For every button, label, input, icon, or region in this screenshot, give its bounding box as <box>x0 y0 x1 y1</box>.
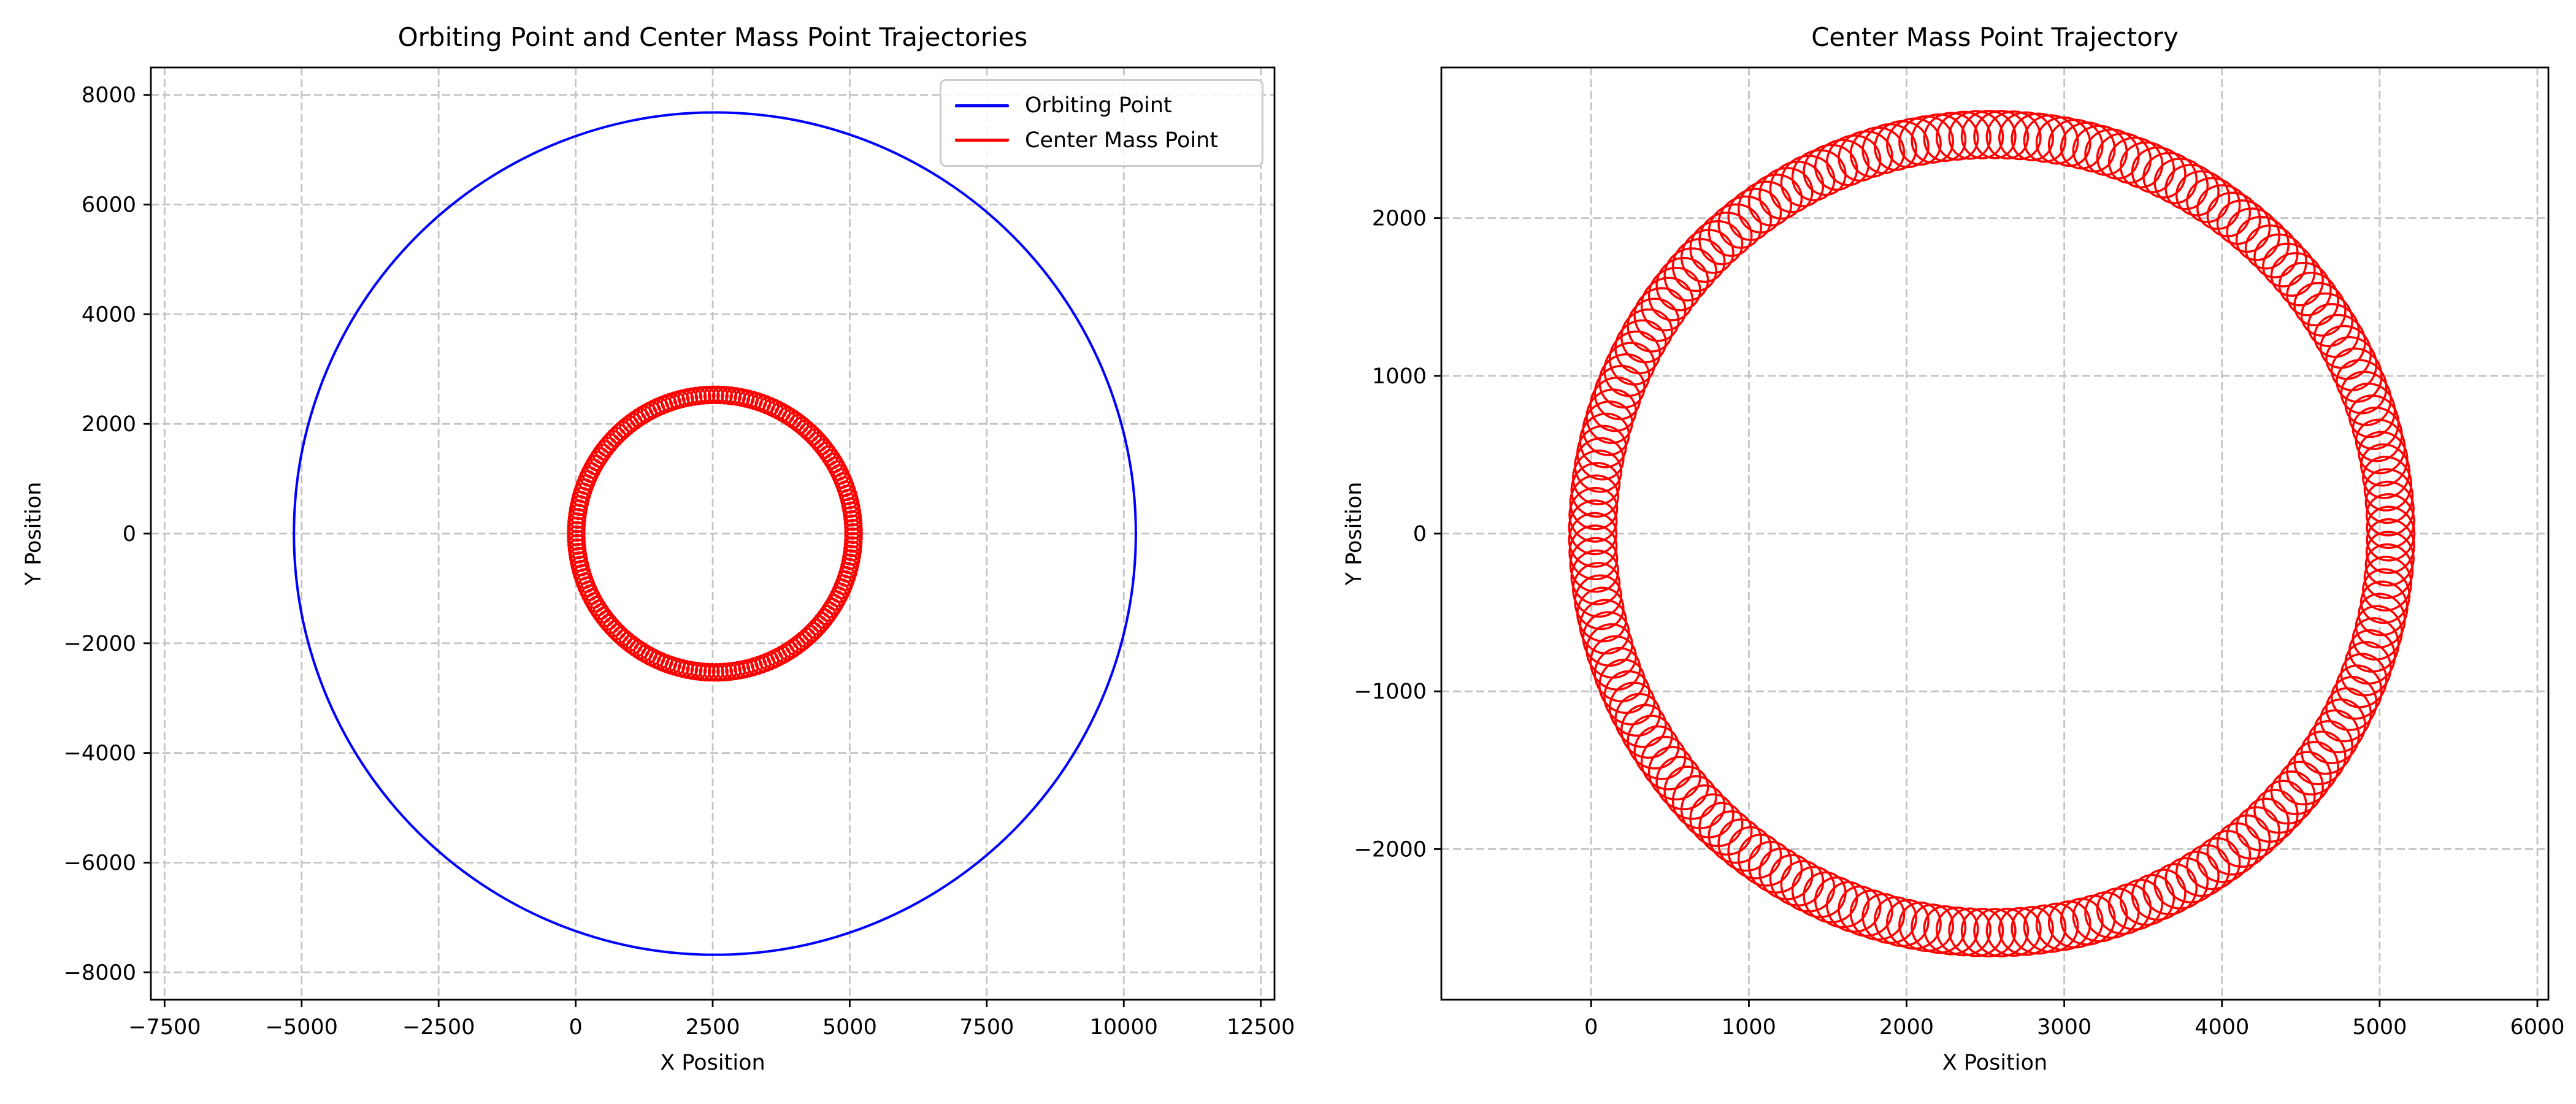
y-tick-label: −1000 <box>1354 680 1427 704</box>
legend-label: Orbiting Point <box>1025 93 1172 118</box>
left-x-axis-label: X Position <box>660 1051 765 1075</box>
x-tick-label: 12500 <box>1227 1015 1295 1040</box>
y-tick-label: 2000 <box>1372 207 1427 231</box>
y-tick-label: 1000 <box>1372 364 1427 389</box>
x-tick-label: 0 <box>569 1015 582 1040</box>
legend-line-sample-blue <box>955 104 1009 107</box>
y-tick-label: 8000 <box>82 83 136 108</box>
x-tick-label: 7500 <box>959 1015 1014 1040</box>
y-tick-label: 4000 <box>82 302 136 327</box>
y-tick-label: −2000 <box>64 632 136 656</box>
x-tick-label: −5000 <box>266 1015 338 1040</box>
x-tick-label: 10000 <box>1090 1015 1158 1040</box>
y-tick-label: 0 <box>123 522 136 546</box>
x-tick-label: 2500 <box>685 1015 740 1040</box>
right-y-axis-label: Y Position <box>1342 481 1367 586</box>
left-plot-title: Orbiting Point and Center Mass Point Tra… <box>397 22 1028 52</box>
x-tick-label: 6000 <box>2510 1015 2564 1040</box>
x-tick-label: −7500 <box>128 1015 201 1040</box>
right-x-axis-label: X Position <box>1942 1051 2048 1075</box>
x-tick-label: 0 <box>1584 1015 1598 1040</box>
center-mass-point-trajectory <box>1568 109 2416 958</box>
legend-label: Center Mass Point <box>1025 128 1219 153</box>
x-tick-label: 2000 <box>1879 1015 1934 1040</box>
legend-item-orbiting-point: Orbiting Point <box>955 93 1248 118</box>
legend-item-center-mass-point: Center Mass Point <box>955 128 1248 153</box>
y-tick-label: 0 <box>1413 522 1427 546</box>
x-tick-label: −2500 <box>402 1015 475 1040</box>
center-mass-point-trajectory <box>567 385 863 682</box>
right-plot-title: Center Mass Point Trajectory <box>1811 22 2179 52</box>
y-tick-label: −4000 <box>64 742 136 766</box>
y-tick-label: 2000 <box>82 412 136 437</box>
x-tick-label: 5000 <box>822 1015 877 1040</box>
legend-line-sample-red <box>955 139 1009 142</box>
x-tick-label: 1000 <box>1722 1015 1776 1040</box>
x-tick-label: 4000 <box>2195 1015 2249 1040</box>
y-tick-label: −2000 <box>1354 837 1427 862</box>
y-tick-label: −8000 <box>64 960 136 985</box>
legend: Orbiting Point Center Mass Point <box>940 79 1263 167</box>
x-tick-label: 5000 <box>2352 1015 2407 1040</box>
x-tick-label: 3000 <box>2037 1015 2091 1040</box>
y-tick-label: 6000 <box>82 193 136 218</box>
y-tick-label: −6000 <box>64 851 136 875</box>
left-y-axis-label: Y Position <box>21 481 46 586</box>
orbiting-point-trajectory <box>293 111 1137 956</box>
